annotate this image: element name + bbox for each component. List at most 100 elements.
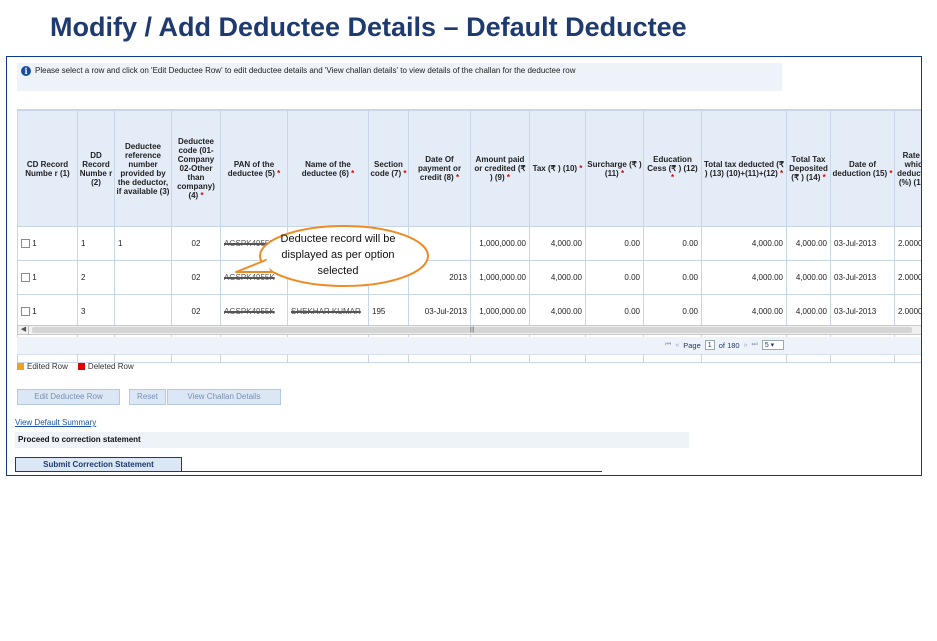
submit-correction-statement-button[interactable]: Submit Correction Statement xyxy=(15,457,182,472)
cell-date-deduction: 03-Jul-2013 xyxy=(830,226,895,261)
column-header[interactable]: Section code (7) * xyxy=(368,110,409,227)
cell-code: 02 xyxy=(171,260,221,295)
cell-rate: 2.0000 xyxy=(894,226,921,261)
slide-title: Modify / Add Deductee Details – Default … xyxy=(50,12,687,42)
column-header[interactable]: Total Tax Deposited (₹ ) (14) * xyxy=(786,110,831,227)
row-checkbox[interactable] xyxy=(21,239,30,249)
callout-text: Deductee record will be displayed as per… xyxy=(280,233,396,277)
column-header[interactable]: DD Record Numbe r (2) xyxy=(77,110,115,227)
first-page-icon[interactable]: ⏮ xyxy=(665,341,672,348)
prev-page-icon[interactable]: « xyxy=(675,341,680,349)
reset-button[interactable]: Reset xyxy=(129,389,166,405)
cell-tax: 4,000.00 xyxy=(529,260,586,295)
cell-surcharge: 0.00 xyxy=(585,226,644,261)
cell-surcharge: 0.00 xyxy=(585,260,644,295)
required-marker: * xyxy=(453,173,460,182)
required-marker: * xyxy=(670,173,675,182)
column-header[interactable]: Date Of payment or credit (8) * xyxy=(408,110,471,227)
column-header[interactable]: PAN of the deductee (5) * xyxy=(220,110,288,227)
cell-cess: 0.00 xyxy=(643,226,702,261)
legend-deleted: Deleted Row xyxy=(77,362,134,371)
page-label: Page xyxy=(683,340,701,350)
row-checkbox[interactable] xyxy=(21,273,30,283)
cell-tax: 4,000.00 xyxy=(529,226,586,261)
table-header: CD Record Numbe r (1) DD Record Numbe r (… xyxy=(17,110,921,227)
cell-date-deduction: 03-Jul-2013 xyxy=(830,294,895,329)
edit-deductee-row-button[interactable]: Edit Deductee Row xyxy=(17,389,120,405)
cell-dd: 2 xyxy=(77,260,115,295)
deductee-panel: i Please select a row and click on 'Edit… xyxy=(6,56,922,476)
cell-cess: 0.00 xyxy=(643,294,702,329)
required-marker: * xyxy=(577,164,583,173)
cell-date-deduction: 03-Jul-2013 xyxy=(830,260,895,295)
table-row[interactable]: 1 1 1 02 AGSPK4955K 1,000,000.00 4,000.00 0.00 0… xyxy=(17,226,921,261)
cell-date-payment: 03-Jul-2013 xyxy=(408,294,471,329)
cell-ref: 1 xyxy=(114,226,172,261)
proceed-section-header: Proceed to correction statement xyxy=(15,432,689,448)
column-header[interactable]: Deductee code (01-Company 02-Other than … xyxy=(171,110,221,227)
column-header[interactable]: Education Cess (₹ ) (12) * xyxy=(643,110,702,227)
column-header[interactable]: Total tax deducted (₹ ) (13) (10)+(11)+(… xyxy=(701,110,787,227)
scroll-left-icon[interactable]: ◀ xyxy=(19,326,29,334)
cell-total-deposited: 4,000.00 xyxy=(786,260,831,295)
cell-total-deposited: 4,000.00 xyxy=(786,226,831,261)
cell-tax: 4,000.00 xyxy=(529,294,586,329)
horizontal-scrollbar[interactable]: ◀ ||| xyxy=(17,325,921,335)
cell-dd: 1 xyxy=(77,226,115,261)
cell-cd: 1 xyxy=(17,260,78,295)
table-row[interactable]: 1 3 02 AGSPK4955K SHEKHAR KUMAR 195 03-Jul-201… xyxy=(17,294,921,329)
required-marker: * xyxy=(504,173,510,182)
required-marker: * xyxy=(274,168,281,178)
cell-ref xyxy=(114,294,172,329)
cell-rate: 2.0000 xyxy=(894,294,921,329)
page-number-input[interactable]: 1 xyxy=(704,340,715,350)
callout-bubble xyxy=(235,225,429,287)
column-header[interactable]: Tax (₹ ) (10) * xyxy=(529,110,586,227)
cell-section: 195 xyxy=(368,294,409,329)
column-header[interactable]: Surcharge (₹ ) (11) * xyxy=(585,110,644,227)
column-header[interactable]: Deductee reference number provided by th… xyxy=(114,110,172,227)
pager: ⏮ « Page 1 of 180 » ⏭ 5 ▾ xyxy=(665,340,784,350)
info-icon: i xyxy=(21,66,31,76)
row-checkbox[interactable] xyxy=(21,307,30,317)
edited-swatch xyxy=(17,363,24,371)
required-marker: * xyxy=(887,168,893,178)
cell-pan: AGSPK4955K xyxy=(220,294,288,329)
cell-ref xyxy=(114,260,172,295)
column-header[interactable]: Amount paid or credited (₹ ) (9) * xyxy=(470,110,530,227)
view-default-summary-link[interactable]: View Default Summary xyxy=(15,418,97,427)
last-page-icon[interactable]: ⏭ xyxy=(751,341,758,348)
cell-total-deducted: 4,000.00 xyxy=(701,260,787,295)
required-marker: * xyxy=(618,168,625,178)
column-header[interactable]: Name of the deductee (6) * xyxy=(287,110,369,227)
cell-dd: 3 xyxy=(77,294,115,329)
page-size-select[interactable]: 5 ▾ xyxy=(761,340,784,350)
cell-cd: 1 xyxy=(17,226,78,261)
cell-code: 02 xyxy=(171,294,221,329)
row-legend: Edited Row Deleted Row xyxy=(17,362,134,371)
page-count: of 180 xyxy=(718,340,740,350)
pager-bar: ⏮ « Page 1 of 180 » ⏭ 5 ▾ xyxy=(17,337,921,355)
required-marker: * xyxy=(198,191,204,200)
table-row[interactable]: 1 2 02 AGSPK4955K 2013 1,000,000.00 4,000.00 0.… xyxy=(17,260,921,295)
column-header[interactable]: CD Record Numbe r (1) xyxy=(17,110,78,227)
cell-amount: 1,000,000.00 xyxy=(470,294,530,329)
cell-amount: 1,000,000.00 xyxy=(470,226,530,261)
column-header[interactable]: Date of deduction (15) * xyxy=(830,110,895,227)
column-header[interactable]: Rate at which deducte d (%) (16) * xyxy=(894,110,921,227)
info-text: Please select a row and click on 'Edit D… xyxy=(35,66,576,75)
cell-amount: 1,000,000.00 xyxy=(470,260,530,295)
cell-total-deducted: 4,000.00 xyxy=(701,226,787,261)
info-bar: i Please select a row and click on 'Edit… xyxy=(17,63,782,91)
deleted-swatch xyxy=(77,363,85,371)
next-page-icon[interactable]: » xyxy=(743,341,748,349)
scroll-thumb[interactable]: ||| xyxy=(32,327,912,333)
required-marker: * xyxy=(777,168,784,178)
cell-total-deducted: 4,000.00 xyxy=(701,294,787,329)
cell-name: SHEKHAR KUMAR xyxy=(287,294,369,329)
cell-cd: 1 xyxy=(17,294,78,329)
cell-rate: 2.0000 xyxy=(894,260,921,295)
view-challan-details-button[interactable]: View Challan Details xyxy=(167,389,281,405)
divider xyxy=(182,471,602,472)
legend-edited: Edited Row xyxy=(17,362,68,371)
